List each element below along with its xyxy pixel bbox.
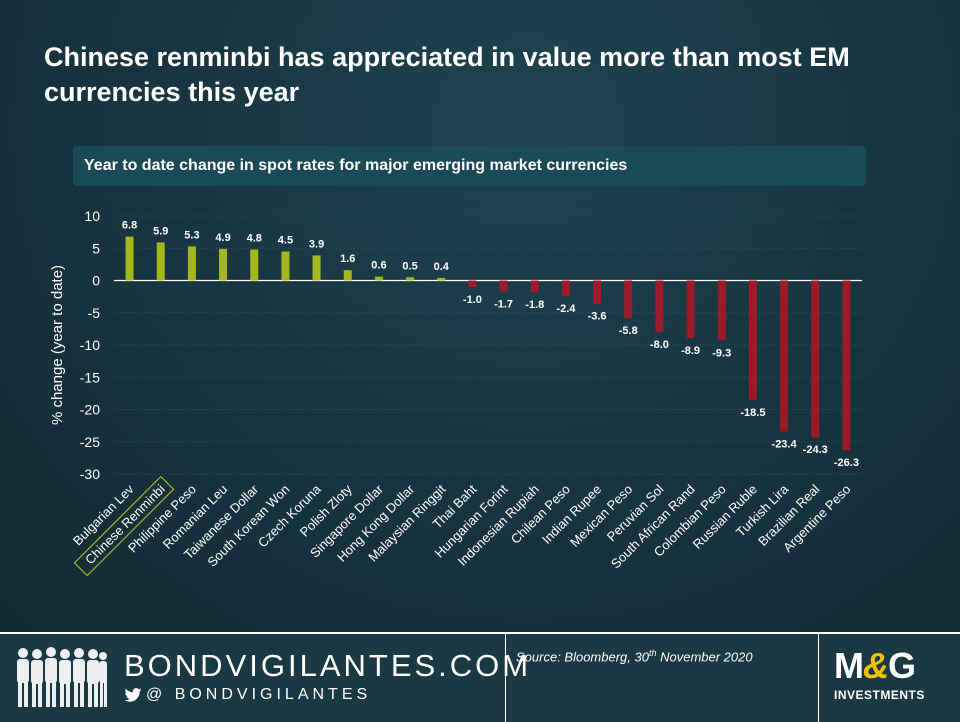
brand-name: BONDVIGILANTES.COM — [124, 648, 532, 683]
data-label: 0.4 — [434, 261, 450, 273]
bar — [468, 280, 477, 287]
bar — [281, 251, 290, 281]
data-label: -1.0 — [463, 294, 482, 306]
y-tick-label: -20 — [80, 402, 100, 418]
bar — [156, 242, 165, 281]
footer-divider-left — [505, 634, 506, 722]
bar — [780, 280, 789, 432]
data-label: 3.9 — [309, 238, 324, 250]
y-axis-title: % change (year to date) — [49, 265, 66, 425]
bar — [250, 249, 259, 281]
twitter-handle: @ BONDVIGILANTES — [146, 686, 372, 703]
bar — [561, 280, 570, 296]
bar — [624, 280, 633, 318]
bar — [748, 280, 757, 400]
data-label: -2.4 — [556, 303, 576, 315]
chart-title: Chinese renminbi has appreciated in valu… — [44, 42, 850, 107]
bar — [842, 280, 851, 451]
data-label: -8.0 — [650, 339, 669, 351]
twitter-handle-row: @ BONDVIGILANTES — [124, 686, 371, 704]
bar — [499, 280, 508, 292]
bar — [717, 280, 726, 341]
y-tick-label: -5 — [88, 305, 101, 321]
mg-investments-logo: M&G INVESTMENTS — [834, 645, 946, 703]
background — [0, 0, 960, 632]
chart-subtitle: Year to date change in spot rates for ma… — [84, 157, 628, 174]
logo-m: M — [834, 645, 864, 686]
data-label: -8.9 — [681, 345, 700, 357]
y-tick-label: 0 — [92, 273, 100, 289]
data-label: 0.6 — [371, 260, 386, 272]
data-label: 1.6 — [340, 253, 355, 265]
bar — [406, 277, 415, 281]
y-tick-label: 10 — [84, 208, 100, 224]
bar — [374, 276, 383, 281]
y-tick-label: -30 — [80, 466, 100, 482]
source-note: Source: Bloomberg, 30th November 2020 — [516, 648, 753, 664]
logo-g: G — [888, 645, 916, 686]
footer: BONDVIGILANTES.COM @ BONDVIGILANTES Sour… — [0, 632, 960, 722]
data-label: 4.8 — [247, 233, 262, 245]
chart-subtitle-bar: Year to date change in spot rates for ma… — [73, 146, 866, 186]
data-label: 4.9 — [215, 232, 230, 244]
data-label: -3.6 — [588, 311, 607, 323]
bar-chart: 10 5 0 -5 -10 -15 -20 -25 -30 % change (year to d… — [49, 208, 862, 577]
data-label: -1.7 — [494, 298, 513, 310]
data-label: 0.5 — [402, 260, 417, 272]
twitter-bird-icon — [124, 688, 142, 702]
bar — [343, 270, 352, 281]
data-label: 5.3 — [184, 229, 199, 241]
logo-ampersand: & — [863, 645, 889, 686]
data-label: -1.8 — [525, 299, 544, 311]
footer-divider-right — [818, 634, 819, 722]
bar — [686, 280, 695, 338]
y-tick-label: -25 — [80, 434, 100, 450]
source-superscript: th — [648, 648, 657, 658]
bar — [312, 255, 321, 281]
bar — [655, 280, 664, 333]
people-silhouette-icon — [17, 647, 107, 707]
bar — [125, 236, 134, 281]
bar — [593, 280, 602, 304]
data-label: -18.5 — [740, 407, 765, 419]
data-label: -26.3 — [834, 457, 859, 469]
bar — [530, 280, 539, 293]
data-label: -24.3 — [803, 444, 828, 456]
data-label: -5.8 — [619, 325, 638, 337]
data-label: 5.9 — [153, 225, 168, 237]
data-label: 6.8 — [122, 220, 137, 232]
logo-investments: INVESTMENTS — [834, 688, 925, 702]
highlight-box — [73, 475, 175, 577]
y-tick-label: -15 — [80, 369, 100, 385]
y-tick-label: 5 — [92, 240, 100, 256]
bar — [811, 280, 820, 438]
source-suffix: November 2020 — [656, 649, 753, 665]
data-label: -9.3 — [712, 347, 731, 359]
data-label: 4.5 — [278, 234, 293, 246]
y-tick-label: -10 — [80, 337, 100, 353]
source-prefix: Source: Bloomberg, 30 — [516, 649, 649, 665]
data-label: -23.4 — [772, 438, 798, 450]
bar — [219, 248, 228, 281]
bar — [187, 246, 196, 281]
bar — [437, 277, 446, 281]
